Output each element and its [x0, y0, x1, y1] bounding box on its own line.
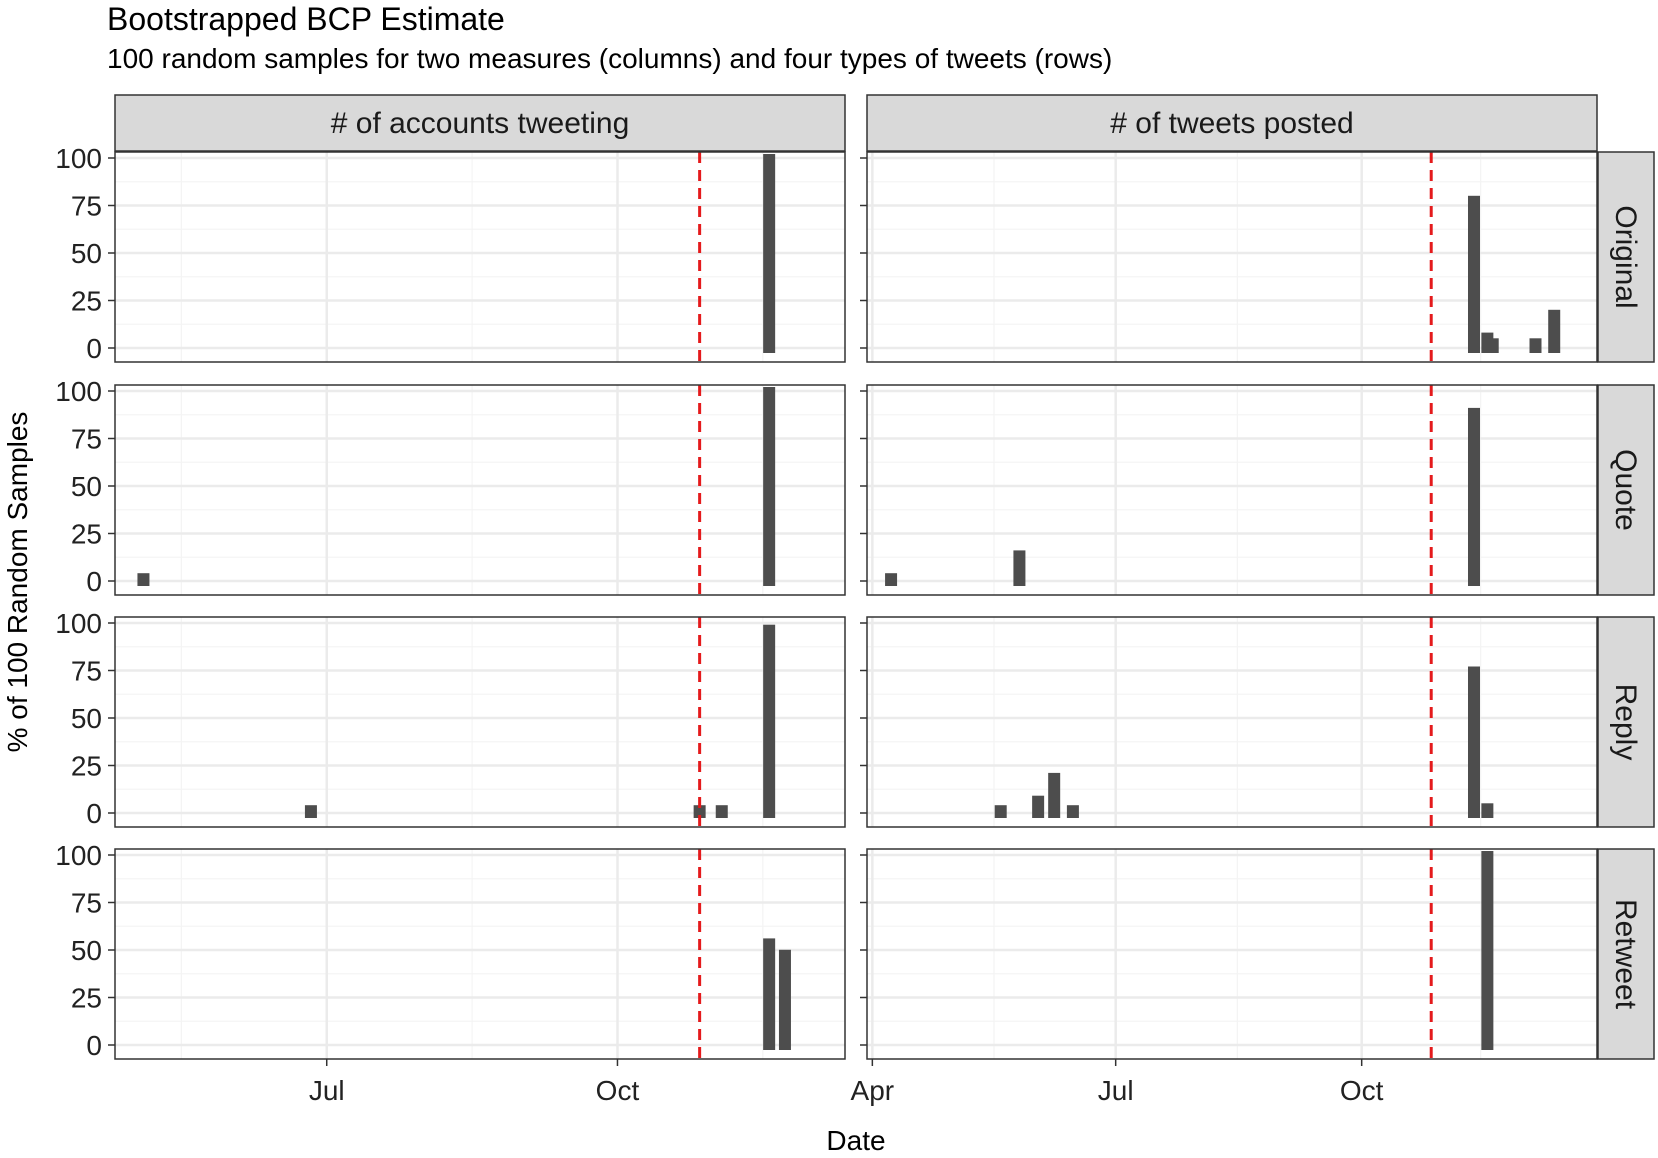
y-tick-label: 100: [55, 143, 102, 174]
panel-border: [866, 151, 1598, 363]
bar: [1481, 803, 1494, 818]
panel-border: [114, 384, 846, 596]
bar: [994, 805, 1007, 818]
row-strip-label: Quote: [1609, 449, 1642, 531]
row-strip: [1597, 616, 1655, 828]
y-tick-label: 25: [71, 286, 102, 317]
panel-background: [867, 152, 1597, 362]
panel-border: [866, 848, 1598, 1060]
x-tick-label: Jul: [1098, 1075, 1134, 1106]
y-tick-label: 75: [71, 191, 102, 222]
y-tick-label: 100: [55, 608, 102, 639]
bar: [1013, 550, 1026, 586]
bar: [1481, 851, 1494, 1050]
panel-background: [867, 617, 1597, 827]
y-tick-label: 100: [55, 376, 102, 407]
x-tick-label: Oct: [596, 1075, 640, 1106]
x-tick-label: Jul: [309, 1075, 345, 1106]
bar: [137, 573, 150, 586]
bar: [1467, 195, 1480, 353]
bar: [1529, 338, 1542, 353]
panel-border: [114, 848, 846, 1060]
panel-border: [114, 616, 846, 828]
column-strip: [866, 94, 1598, 152]
y-tick-label: 75: [71, 656, 102, 687]
bar: [1467, 407, 1480, 586]
bar: [1548, 309, 1561, 353]
bar: [778, 949, 791, 1050]
x-axis-title: Date: [826, 1125, 885, 1156]
y-tick-label: 75: [71, 888, 102, 919]
y-tick-label: 100: [55, 840, 102, 871]
y-tick-label: 50: [71, 935, 102, 966]
panel-background: [867, 385, 1597, 595]
x-tick-label: Apr: [851, 1075, 895, 1106]
bar: [304, 805, 317, 818]
bar: [763, 387, 776, 586]
bar: [1032, 795, 1045, 818]
row-strip-label: Original: [1609, 205, 1642, 308]
panel-border: [866, 384, 1598, 596]
panel-background: [115, 617, 845, 827]
bar: [763, 938, 776, 1050]
column-strip-label: # of tweets posted: [1110, 107, 1354, 140]
bar: [763, 624, 776, 818]
column-strip: [114, 94, 846, 152]
column-strip-label: # of accounts tweeting: [331, 107, 630, 140]
bar: [693, 805, 706, 818]
panel-border: [114, 151, 846, 363]
panel-background: [115, 385, 845, 595]
chart-subtitle: 100 random samples for two measures (col…: [107, 43, 1113, 74]
panel-background: [115, 849, 845, 1059]
panel-background: [115, 152, 845, 362]
row-strip-label: Reply: [1609, 684, 1642, 761]
panel-border: [866, 616, 1598, 828]
y-tick-label: 25: [71, 983, 102, 1014]
bar: [1467, 666, 1480, 818]
y-tick-label: 0: [86, 333, 102, 364]
panel-background: [867, 849, 1597, 1059]
bar: [885, 573, 898, 586]
row-strip: [1597, 384, 1655, 596]
y-tick-label: 50: [71, 238, 102, 269]
row-strip: [1597, 151, 1655, 363]
y-tick-label: 0: [86, 798, 102, 829]
y-axis-title: % of 100 Random Samples: [2, 412, 33, 753]
y-tick-label: 75: [71, 424, 102, 455]
y-tick-label: 25: [71, 519, 102, 550]
y-tick-label: 50: [71, 471, 102, 502]
bar: [1486, 338, 1499, 353]
row-strip-label: Retweet: [1609, 899, 1642, 1010]
y-tick-label: 0: [86, 1030, 102, 1061]
row-strip: [1597, 848, 1655, 1060]
bar: [715, 805, 728, 818]
bar: [1066, 805, 1079, 818]
y-tick-label: 25: [71, 751, 102, 782]
bar: [1048, 772, 1061, 818]
bar: [763, 154, 776, 353]
y-tick-label: 50: [71, 703, 102, 734]
x-tick-label: Oct: [1340, 1075, 1384, 1106]
chart-title: Bootstrapped BCP Estimate: [107, 1, 505, 37]
y-tick-label: 0: [86, 566, 102, 597]
